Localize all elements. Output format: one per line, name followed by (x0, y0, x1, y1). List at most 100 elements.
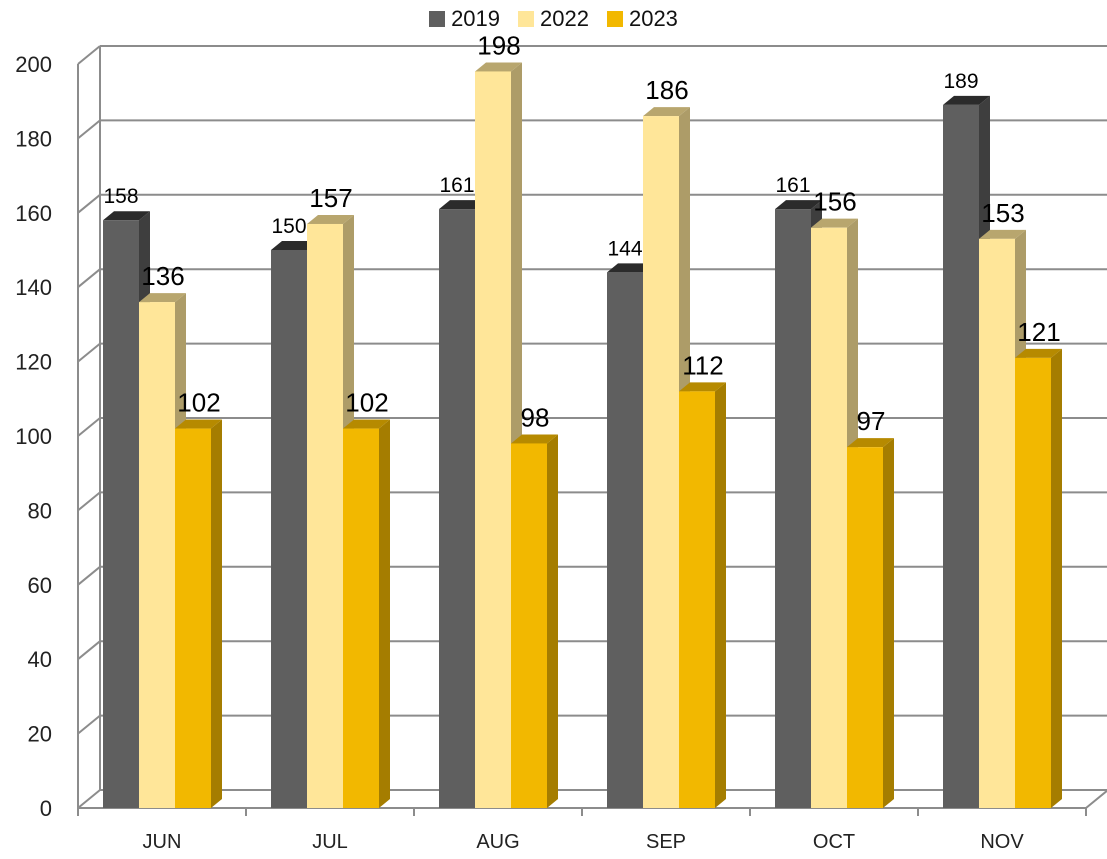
legend-swatch-2019 (429, 11, 446, 27)
x-tick-label-jul: JUL (312, 831, 348, 853)
bar-side-2023-jul (379, 419, 390, 808)
gridline-side-60 (77, 566, 101, 586)
x-tick-label-sep: SEP (646, 831, 686, 853)
legend-swatch-2023 (606, 11, 623, 27)
data-label-2019-sep: 144 (607, 237, 642, 260)
y-tick-label: 120 (15, 350, 52, 375)
bar-2022-aug (475, 71, 511, 808)
bar-2019-sep (607, 272, 643, 808)
y-tick-label: 180 (15, 126, 52, 151)
bar-top-2022-jul (307, 214, 354, 224)
legend-label-2023: 2023 (628, 6, 678, 31)
bar-2023-sep (679, 391, 715, 808)
data-label-2023-aug: 98 (521, 402, 550, 432)
bar-top-2023-jun (175, 419, 222, 429)
bar-top-2022-sep (643, 107, 690, 117)
bar-top-2023-sep (679, 382, 726, 392)
y-tick-label: 20 (28, 722, 52, 747)
data-label-2022-jun: 136 (141, 261, 184, 291)
bar-2019-aug (439, 209, 475, 808)
bar-top-2022-jun (139, 293, 186, 303)
gridline-side-160 (77, 194, 101, 214)
x-tick-label-jun: JUN (143, 831, 182, 853)
legend-label-2022: 2022 (540, 6, 589, 31)
gridline-side-20 (77, 714, 101, 735)
bar-2022-oct (811, 227, 847, 808)
y-tick-label: 0 (40, 796, 52, 821)
bar-top-2023-oct (847, 438, 894, 448)
bar-side-2023-sep (715, 382, 726, 808)
gridline-side-120 (77, 342, 101, 363)
x-tick-label-aug: AUG (476, 831, 519, 853)
bar-2022-nov (979, 238, 1015, 809)
bar-side-2023-aug (547, 434, 558, 808)
bar-top-2023-jul (343, 419, 390, 429)
y-tick-label: 140 (15, 275, 52, 300)
bar-top-2019-aug (439, 200, 486, 210)
bar-2023-nov (1015, 357, 1051, 808)
legend: 2019 2022 2023 (0, 6, 1107, 32)
bar-side-2023-oct (883, 438, 894, 808)
bar-top-2022-nov (979, 229, 1026, 239)
bar-2023-jun (175, 428, 211, 808)
bar-2022-jul (307, 223, 343, 808)
bar-2023-jul (343, 428, 379, 808)
data-label-2019-jul: 150 (271, 215, 306, 238)
legend-item-2022: 2022 (518, 6, 589, 32)
bar-top-2019-nov (943, 95, 990, 105)
y-tick-label: 200 (15, 52, 52, 77)
bar-2019-oct (775, 209, 811, 808)
x-tick-label-oct: OCT (813, 831, 855, 853)
bar-top-2019-oct (775, 200, 822, 210)
bar-top-2023-aug (511, 434, 558, 444)
gridline-side-180 (77, 119, 101, 140)
data-label-2022-sep: 186 (645, 75, 688, 105)
bar-top-2019-jul (271, 241, 318, 250)
x-tick-label-nov: NOV (980, 831, 1024, 853)
bar-2022-sep (643, 116, 679, 808)
bar-2019-jul (271, 250, 307, 808)
data-label-2022-nov: 153 (981, 198, 1024, 228)
legend-item-2023: 2023 (606, 6, 678, 32)
bar-top-2022-aug (475, 62, 522, 72)
gridline-side-100 (77, 417, 101, 437)
y-tick-label: 160 (15, 201, 52, 226)
data-label-2023-nov: 121 (1017, 317, 1060, 347)
y-tick-label: 40 (28, 647, 52, 672)
y-tick-label: 80 (28, 498, 52, 523)
data-label-2019-nov: 189 (943, 70, 978, 93)
gridline-side-200 (77, 45, 101, 65)
data-label-2022-oct: 156 (813, 187, 856, 217)
legend-swatch-2022 (518, 11, 535, 27)
data-label-2022-jul: 157 (309, 183, 352, 213)
data-label-2023-jul: 102 (345, 388, 388, 418)
bar-top-2019-sep (607, 263, 654, 273)
bar-2023-aug (511, 443, 547, 808)
gridline-side-0 (77, 789, 101, 809)
bar-2019-jun (103, 220, 139, 809)
y-tick-label: 100 (15, 424, 52, 449)
bar-2023-oct (847, 447, 883, 808)
bar-2022-jun (139, 302, 175, 808)
bar-side-2023-jun (211, 419, 222, 808)
legend-item-2019: 2019 (429, 6, 500, 32)
bar-top-2023-nov (1015, 348, 1062, 358)
data-label-2019-aug: 161 (439, 174, 474, 197)
data-label-2023-sep: 112 (682, 350, 723, 380)
data-label-2022-aug: 198 (477, 30, 520, 60)
data-label-2019-jun: 158 (103, 185, 138, 208)
gridline-side-40 (77, 640, 101, 660)
gridline-side-80 (77, 491, 101, 512)
data-label-2023-jun: 102 (177, 388, 220, 418)
legend-label-2019: 2019 (451, 6, 501, 31)
y-tick-label: 60 (28, 573, 52, 598)
gridline-side-140 (77, 268, 101, 288)
data-label-2019-oct: 161 (775, 174, 810, 197)
bar-top-2019-jun (103, 211, 150, 221)
data-label-2023-oct: 97 (857, 406, 886, 436)
floor-right-edge (1085, 789, 1107, 809)
bar-2019-nov (943, 104, 979, 809)
bar-top-2022-oct (811, 218, 858, 228)
bar-side-2023-nov (1051, 348, 1062, 808)
